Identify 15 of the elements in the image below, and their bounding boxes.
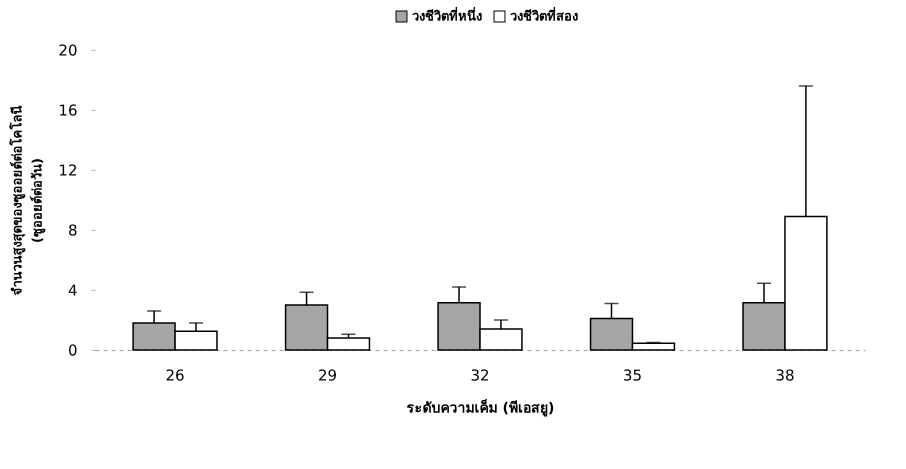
x-tick-label: 26 <box>166 366 185 384</box>
x-tick-label: 32 <box>470 366 490 384</box>
x-axis-title: ระดับความเค็ม (พีเอสยู) <box>406 398 554 416</box>
y-tick-label: 4 <box>68 282 78 300</box>
y-tick-label: 12 <box>58 162 78 180</box>
y-tick-label: 16 <box>58 102 78 120</box>
legend-label: วงชีวิตที่หนึ่ง <box>412 6 482 25</box>
x-tick-label: 35 <box>622 366 642 384</box>
y-axis-title: จำนวนสูงสุดของซูออยต์ต่อโคโลนี (ซูออยต์ต่อวัน) <box>8 106 46 296</box>
y-tick-label: 8 <box>68 222 78 240</box>
x-tick-label: 29 <box>318 366 338 384</box>
legend-label: วงชีวิตที่สอง <box>510 6 578 25</box>
x-tick-label: 38 <box>775 366 794 384</box>
y-tick-label: 0 <box>68 342 78 360</box>
y-tick-label: 20 <box>58 42 78 60</box>
